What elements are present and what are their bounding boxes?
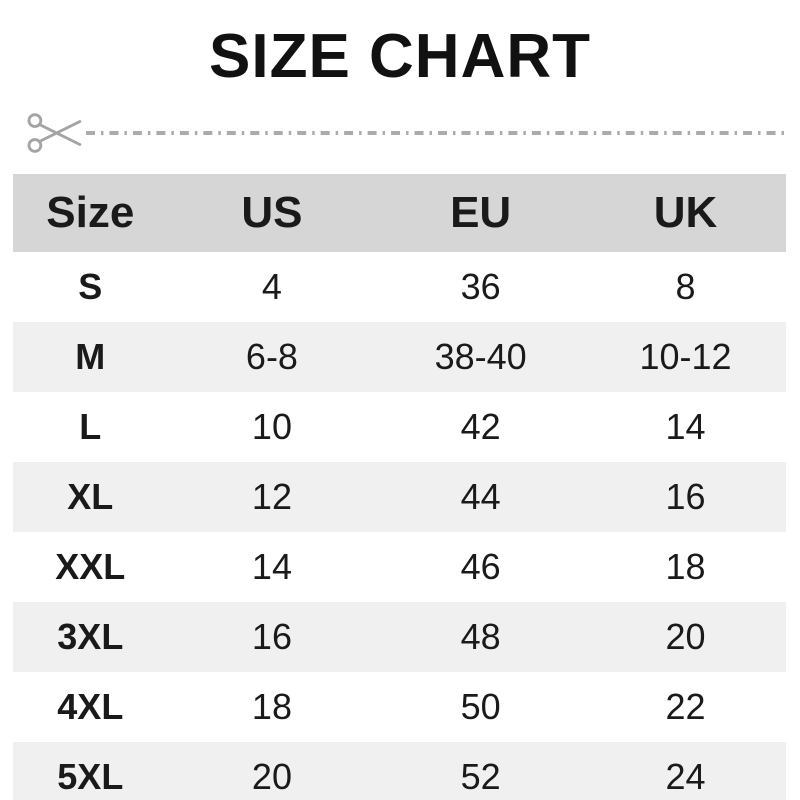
table-row: XXL 14 46 18: [13, 532, 786, 602]
table-row: 4XL 18 50 22: [13, 672, 786, 742]
size-chart-page: SIZE CHART Size US EU UK S 4 36 8 M 6-8 38-40 1…: [0, 26, 800, 800]
table-header-row: Size US EU UK: [13, 174, 786, 252]
size-cell: M: [75, 336, 106, 377]
size-cell: 5XL: [57, 756, 124, 797]
value-cell: 8: [675, 266, 696, 307]
page-title: SIZE CHART: [209, 22, 591, 91]
size-cell: L: [79, 406, 102, 447]
size-cell: 3XL: [57, 616, 124, 657]
size-cell: XXL: [55, 546, 126, 587]
table-body: S 4 36 8 M 6-8 38-40 10-12 L 10 42 14 XL 12 44 16 XXL 14 4…: [13, 252, 786, 800]
table-row: 3XL 16 48 20: [13, 602, 786, 672]
size-cell: S: [78, 266, 103, 307]
value-cell: 48: [460, 616, 501, 657]
value-cell: 18: [665, 546, 706, 587]
size-cell: XL: [67, 476, 114, 517]
value-cell: 24: [665, 756, 706, 797]
size-conversion-table: Size US EU UK S 4 36 8 M 6-8 38-40 10-12 L 10 42 14…: [13, 174, 786, 800]
scissors-icon: [27, 113, 82, 153]
column-header-eu: EU: [450, 188, 512, 237]
value-cell: 12: [251, 476, 292, 517]
dash-dot-line: [86, 131, 785, 135]
value-cell: 38-40: [434, 336, 527, 377]
value-cell: 20: [251, 756, 292, 797]
value-cell: 42: [460, 406, 501, 447]
size-cell: 4XL: [57, 686, 124, 727]
column-header-us: US: [241, 188, 303, 237]
value-cell: 52: [460, 756, 501, 797]
value-cell: 14: [251, 546, 292, 587]
value-cell: 4: [261, 266, 282, 307]
value-cell: 50: [460, 686, 501, 727]
cut-line: [26, 110, 785, 156]
column-header-size: Size: [46, 188, 135, 237]
value-cell: 10-12: [639, 336, 732, 377]
value-cell: 22: [665, 686, 706, 727]
column-header-uk: UK: [653, 188, 718, 237]
table-row: L 10 42 14: [13, 392, 786, 462]
table-row: M 6-8 38-40 10-12: [13, 322, 786, 392]
value-cell: 46: [460, 546, 501, 587]
value-cell: 14: [665, 406, 706, 447]
value-cell: 6-8: [245, 336, 298, 377]
value-cell: 36: [460, 266, 501, 307]
value-cell: 18: [251, 686, 292, 727]
table-row: XL 12 44 16: [13, 462, 786, 532]
value-cell: 16: [665, 476, 706, 517]
table-row: S 4 36 8: [13, 252, 786, 322]
value-cell: 20: [665, 616, 706, 657]
value-cell: 10: [251, 406, 292, 447]
table-row: 5XL 20 52 24: [13, 742, 786, 800]
value-cell: 16: [251, 616, 292, 657]
value-cell: 44: [460, 476, 501, 517]
